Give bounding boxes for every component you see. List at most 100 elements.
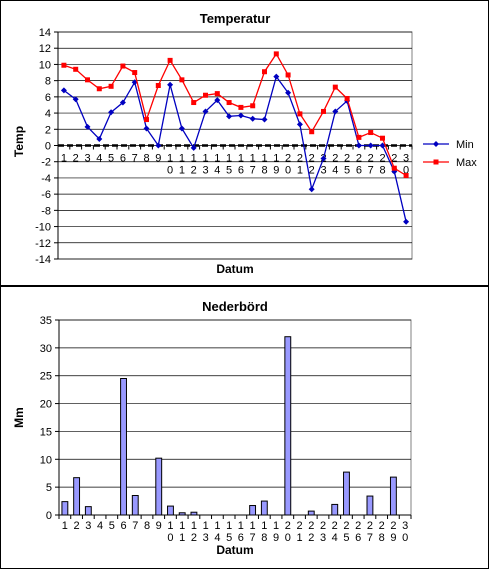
legend-label-min: Min: [456, 139, 474, 151]
y-tick-label: 25: [40, 371, 52, 383]
x-tick-label: 7: [132, 153, 138, 165]
data-point-max: [356, 134, 362, 140]
data-point-max: [155, 83, 161, 89]
data-point-min: [285, 89, 292, 96]
data-point-min: [108, 109, 115, 116]
bar: [389, 476, 397, 516]
data-point-min: [367, 142, 374, 149]
precipitation-chart-panel: 35 30 25 20 15 10 5 0 1 2 3 4 5 6 7 8 9 1 0 1 1 1 2 1 3 1 4 1 5 1 6 1 7 1…: [0, 286, 489, 569]
y-tick-label: 10: [40, 454, 52, 466]
temperature-chart-panel: 14 12 10 8 6 4 2 0 -2 -4 -6 -8 -10 -12 -14 1 2 3 4 5 6 7 8 9 1 0 1…: [0, 0, 489, 286]
data-point-min: [320, 155, 327, 162]
chart-title: Nederbörd: [202, 299, 268, 314]
data-point-max: [262, 69, 267, 75]
data-point-min: [379, 142, 386, 149]
y-tick-label: 10: [39, 59, 51, 71]
data-point-min: [261, 116, 268, 123]
data-point-min: [190, 144, 197, 151]
y-tick-label: -8: [41, 205, 51, 217]
x-tick-label: 2: [74, 520, 80, 532]
data-point-min: [119, 99, 126, 106]
data-point-max: [250, 103, 256, 109]
y-tick-label: -6: [41, 189, 51, 201]
x-tick-label: 8: [144, 520, 150, 532]
x-tick-label: 6: [120, 520, 126, 532]
x-tick-label: 9: [156, 520, 162, 532]
data-point-min: [226, 113, 233, 120]
data-point-max: [368, 130, 374, 136]
x-tick-label: 3: [84, 153, 90, 165]
y-tick-label: 5: [46, 482, 52, 494]
data-point-min: [178, 125, 185, 132]
data-point-min: [143, 125, 150, 132]
y-tick-label: -10: [35, 222, 51, 234]
bar: [178, 512, 186, 516]
data-point-min: [355, 142, 362, 149]
data-point-max: [167, 57, 173, 63]
data-point-max: [108, 83, 114, 89]
bar: [155, 457, 163, 516]
x-tick-label: 5: [108, 153, 114, 165]
y-tick-label: 2: [45, 124, 51, 136]
x-tick-label: 8: [143, 153, 149, 165]
bar: [190, 511, 198, 516]
data-point-max: [403, 172, 409, 178]
data-point-max: [120, 63, 126, 69]
data-point-min: [214, 97, 221, 104]
data-point-min: [249, 115, 256, 122]
data-point-min: [84, 123, 91, 130]
x-tick-label: 1: [61, 153, 67, 165]
data-point-max: [309, 129, 315, 135]
x-tick-label: 4: [96, 153, 102, 165]
bar: [366, 495, 374, 516]
data-point-max: [380, 135, 385, 141]
data-point-max: [332, 84, 338, 90]
data-point-min: [308, 186, 315, 193]
data-point-max: [297, 111, 303, 117]
legend: Min Max: [423, 139, 477, 169]
data-point-max: [85, 77, 90, 83]
y-tick-label: 35: [40, 315, 52, 327]
y-tick-label: -12: [35, 238, 51, 250]
legend-marker-min: [433, 141, 439, 147]
bar: [131, 495, 139, 516]
data-point-min: [332, 108, 339, 115]
y-tick-label: 4: [45, 108, 51, 120]
data-point-max: [132, 70, 138, 76]
x-tick-label: 5: [109, 520, 115, 532]
data-point-max: [226, 100, 232, 106]
data-point-max: [179, 77, 185, 83]
x-tick-label: 3: [85, 520, 91, 532]
bar: [249, 505, 257, 516]
data-point-max: [191, 100, 197, 106]
y-tick-label: 8: [45, 76, 51, 88]
y-tick-label: -14: [35, 254, 51, 266]
y-axis-title: Temp: [12, 126, 26, 157]
data-point-max: [285, 72, 291, 78]
